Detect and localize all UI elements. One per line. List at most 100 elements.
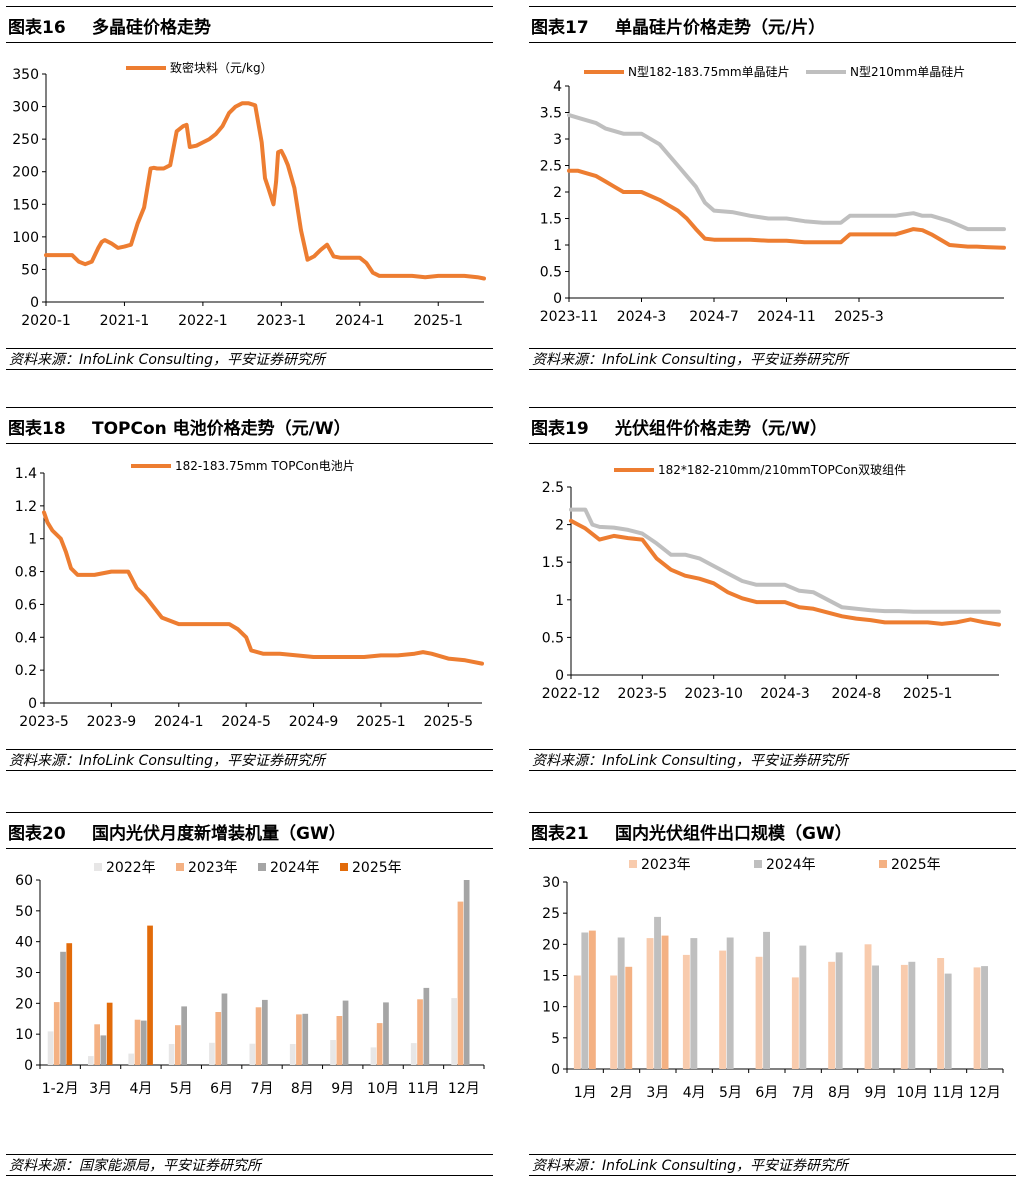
source-note: 资料来源：InfoLink Consulting，平安证券研究所 bbox=[6, 749, 493, 771]
legend-label: 2023年 bbox=[641, 857, 691, 873]
legend-label: 2024年 bbox=[766, 857, 816, 873]
x-tick-label: 2023-10 bbox=[684, 686, 743, 702]
y-tick-label: 20 bbox=[542, 937, 560, 953]
figure-title: 国内光伏组件出口规模（GW） bbox=[615, 824, 852, 844]
y-tick-label: 50 bbox=[21, 262, 39, 278]
y-tick-label: 0.8 bbox=[15, 565, 37, 581]
y-tick-label: 15 bbox=[542, 969, 560, 985]
source-note: 资料来源：InfoLink Consulting，平安证券研究所 bbox=[529, 1154, 1016, 1176]
y-tick-label: 40 bbox=[15, 935, 33, 951]
y-tick-label: 0.5 bbox=[540, 265, 562, 281]
bar bbox=[581, 932, 589, 1069]
panel-title: 图表20 国内光伏月度新增装机量（GW） bbox=[8, 819, 346, 844]
title-rule bbox=[6, 443, 493, 444]
legend-swatch bbox=[94, 863, 102, 871]
chart-fig19: 0 0.5 1 1.5 2 2.5 2022-12 2023-5 2023-10 2024-3 20… bbox=[542, 463, 1001, 702]
y-tick-label: 30 bbox=[15, 966, 33, 982]
title-rule bbox=[529, 443, 1016, 444]
bar bbox=[53, 1002, 60, 1065]
legend-label: 致密块料（元/kg） bbox=[170, 60, 273, 75]
bar bbox=[828, 961, 836, 1069]
bar bbox=[330, 1040, 336, 1065]
x-tick-label: 2025-1 bbox=[903, 686, 953, 702]
bar bbox=[209, 1042, 215, 1065]
bar bbox=[60, 951, 66, 1065]
bar bbox=[88, 1056, 94, 1065]
legend-label: N型210mm单晶硅片 bbox=[850, 65, 965, 79]
y-tick-label: 3.5 bbox=[540, 106, 562, 122]
figure-number: 图表17 bbox=[531, 18, 589, 38]
y-tick-label: 0.5 bbox=[542, 630, 564, 646]
panel-top-rule bbox=[6, 6, 493, 7]
bar bbox=[296, 1014, 302, 1065]
x-tick-label: 11月 bbox=[933, 1085, 965, 1101]
y-tick-label: 350 bbox=[12, 67, 39, 83]
y-tick-label: 10 bbox=[542, 1000, 560, 1016]
chart-fig21: 0 5 10 15 20 25 30 1月 2月 3月 4月 5月 6月 7月 8月 9月 10月 11月 12月 2… bbox=[542, 857, 1004, 1101]
figure-title: 光伏组件价格走势（元/W） bbox=[615, 419, 827, 439]
bar bbox=[872, 965, 879, 1069]
y-tick-label: 250 bbox=[12, 132, 39, 148]
figure-number: 图表18 bbox=[8, 419, 66, 439]
chart-fig18: 0 0.2 0.4 0.6 0.8 1 1.2 1.4 2023-5 2023-9 2024-1 20… bbox=[15, 459, 484, 730]
title-rule bbox=[529, 42, 1016, 43]
chart-fig16: 0 50 100 150 200 250 300 350 2020-1 2021-1 2022-1 2… bbox=[12, 60, 486, 329]
x-tick-label: 2024-5 bbox=[221, 714, 271, 730]
bar bbox=[835, 952, 843, 1069]
x-tick-label: 2月 bbox=[610, 1085, 633, 1101]
x-tick-label: 2023-9 bbox=[87, 714, 137, 730]
y-tick-label: 2.5 bbox=[540, 159, 562, 175]
bar bbox=[221, 993, 228, 1065]
panel-top-rule bbox=[529, 6, 1016, 7]
y-tick-label: 10 bbox=[15, 1027, 33, 1043]
bar bbox=[864, 944, 872, 1069]
legend-swatch bbox=[754, 860, 762, 868]
figure-number: 图表20 bbox=[8, 824, 66, 844]
x-tick-label: 5月 bbox=[719, 1085, 742, 1101]
x-tick-label: 2024-11 bbox=[757, 309, 816, 325]
x-tick-label: 1月 bbox=[574, 1085, 597, 1101]
y-tick-label: 1.5 bbox=[540, 212, 562, 228]
y-tick-label: 25 bbox=[542, 906, 560, 922]
bar bbox=[646, 938, 654, 1069]
legend-swatch bbox=[629, 860, 637, 868]
y-tick-label: 2 bbox=[555, 518, 564, 534]
x-tick-label: 2024-9 bbox=[289, 714, 339, 730]
x-tick-label: 6月 bbox=[755, 1085, 778, 1101]
y-tick-label: 150 bbox=[12, 197, 39, 213]
legend-swatch bbox=[176, 863, 184, 871]
x-tick-label: 2025-1 bbox=[413, 313, 463, 329]
bar bbox=[763, 931, 770, 1069]
x-tick-label: 1-2月 bbox=[42, 1081, 79, 1097]
bar bbox=[410, 1043, 417, 1065]
x-tick-label: 2023-1 bbox=[257, 313, 307, 329]
x-tick-label: 4月 bbox=[683, 1085, 706, 1101]
x-tick-label: 6月 bbox=[210, 1081, 233, 1097]
x-tick-label: 3月 bbox=[646, 1085, 669, 1101]
panel-fig16: 图表16 多晶硅价格走势 0 50 100 150 200 250 300 350 2020-1 2… bbox=[6, 6, 493, 371]
bar bbox=[249, 1043, 256, 1065]
panel-fig19: 图表19 光伏组件价格走势（元/W） 0 0.5 1 1.5 2 2.5 2022-12 202… bbox=[529, 407, 1016, 772]
y-tick-label: 0 bbox=[551, 1062, 560, 1078]
bar bbox=[134, 1019, 141, 1065]
legend-label: 2025年 bbox=[352, 860, 402, 876]
bar bbox=[168, 1044, 175, 1065]
legend-swatch bbox=[879, 860, 887, 868]
y-tick-label: 300 bbox=[12, 100, 39, 116]
x-tick-label: 12月 bbox=[969, 1085, 1001, 1101]
legend-label: 2023年 bbox=[188, 860, 238, 876]
x-tick-label: 2025-1 bbox=[356, 714, 406, 730]
y-tick-label: 0 bbox=[555, 668, 564, 684]
series-line bbox=[567, 113, 1006, 232]
y-tick-label: 1 bbox=[553, 238, 562, 254]
bar bbox=[370, 1047, 377, 1065]
panel-fig21: 图表21 国内光伏组件出口规模（GW） 0 5 10 15 20 25 30 1月 2月 3月 4月 5… bbox=[529, 812, 1016, 1177]
y-tick-label: 0 bbox=[28, 696, 37, 712]
bar bbox=[47, 1031, 54, 1065]
x-tick-label: 2023-5 bbox=[19, 714, 69, 730]
bar bbox=[417, 999, 423, 1065]
legend-label: 2022年 bbox=[106, 860, 156, 876]
x-tick-label: 3月 bbox=[89, 1081, 112, 1097]
bar bbox=[682, 954, 690, 1069]
bar bbox=[463, 880, 470, 1065]
